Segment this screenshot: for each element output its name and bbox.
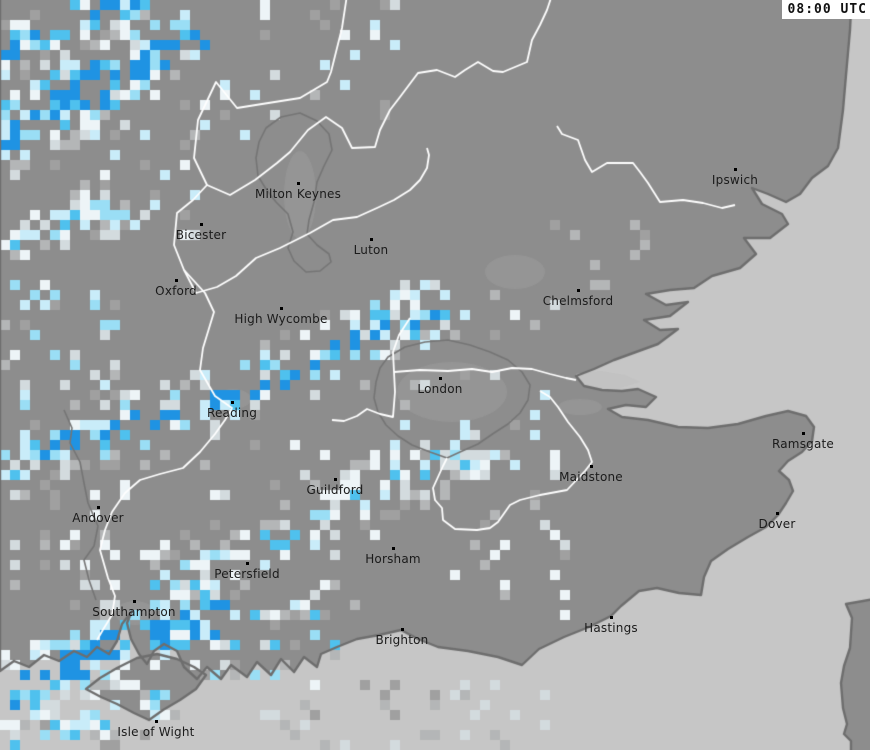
timestamp-badge: 08:00 UTC: [781, 0, 870, 19]
